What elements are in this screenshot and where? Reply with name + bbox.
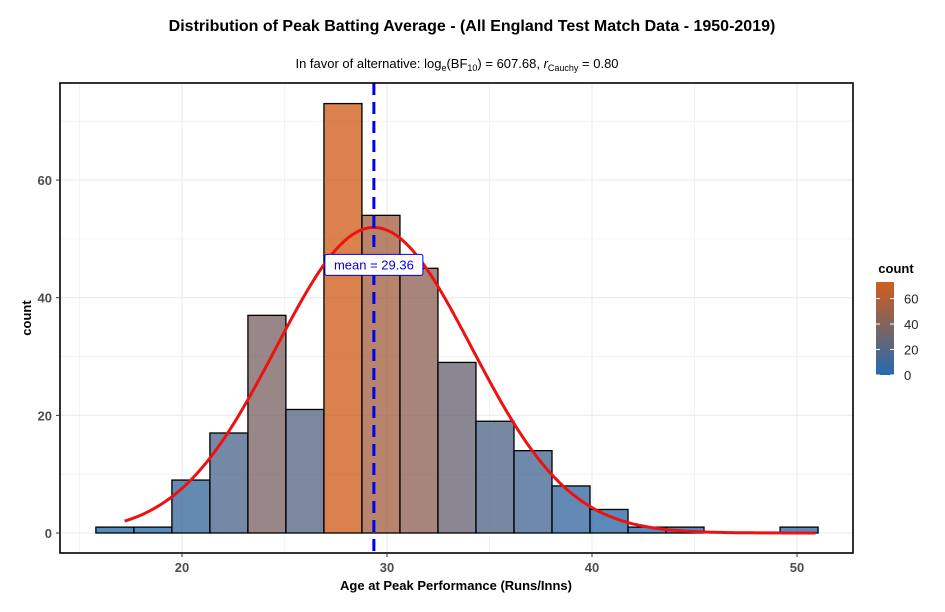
y-tick-label: 60 [38,173,52,188]
histogram-bar [323,102,363,534]
x-axis-label: Age at Peak Performance (Runs/Inns) [340,578,572,593]
y-tick-label: 20 [38,408,52,423]
chart-title: Distribution of Peak Batting Average - (… [169,18,776,35]
histogram-bar [475,420,515,534]
legend-ticks: 0 20 40 60 [876,292,918,383]
histogram-bar [437,361,477,534]
x-tick-label: 40 [585,560,599,575]
plot-panel-border [59,82,854,554]
x-tick-label: 30 [380,560,394,575]
bars [95,102,819,534]
histogram-bar [95,526,135,534]
y-tick-label: 0 [45,526,52,541]
legend-title: count [878,261,914,276]
legend-tick-label: 60 [904,292,918,307]
mean-label: mean = 29.36 [324,253,424,276]
legend-tick-label: 40 [904,317,918,332]
x-tick-label: 50 [790,560,804,575]
y-tick-label: 40 [38,291,52,306]
y-axis-label: count [19,300,34,336]
chart-subtitle: In favor of alternative: loge(BF10) = 60… [295,56,618,73]
axis-ticks: 20 30 40 50 0 20 40 60 [38,173,805,575]
histogram-bar [133,526,173,534]
x-tick-label: 20 [175,560,189,575]
histogram-bar [285,408,325,534]
histogram-bar [513,449,553,534]
histogram-bar [399,267,439,534]
svg-text:mean = 29.36: mean = 29.36 [334,257,414,272]
normal-curve [124,226,816,535]
legend-tick-label: 20 [904,343,918,358]
histogram-bar [171,479,211,534]
legend-tick-label: 0 [904,368,911,383]
legend-colorbar [876,282,894,375]
histogram-bar [247,314,287,534]
